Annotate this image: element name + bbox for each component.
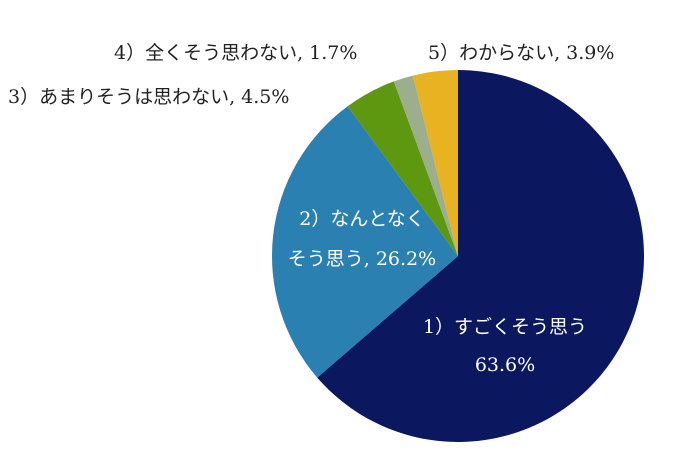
data-label-2: そう思う, 26.2% (288, 248, 436, 270)
data-label-4: 4）全くそう思わない, 1.7% (114, 42, 357, 64)
data-label-5: 5）わからない, 3.9% (428, 42, 614, 64)
data-label-3: 3）あまりそうは思わない, 4.5% (8, 86, 289, 108)
data-label-1: 63.6% (475, 354, 535, 376)
data-label-1: 1）すごくそう思う (423, 316, 587, 338)
pie-slice-4 (393, 75, 458, 256)
pie-slice-1 (317, 70, 645, 442)
data-label-2: 2）なんとなく (299, 208, 425, 230)
pie-slice-3 (347, 81, 458, 256)
pie-slice-5 (412, 70, 458, 256)
pie-slice-2 (271, 106, 458, 378)
